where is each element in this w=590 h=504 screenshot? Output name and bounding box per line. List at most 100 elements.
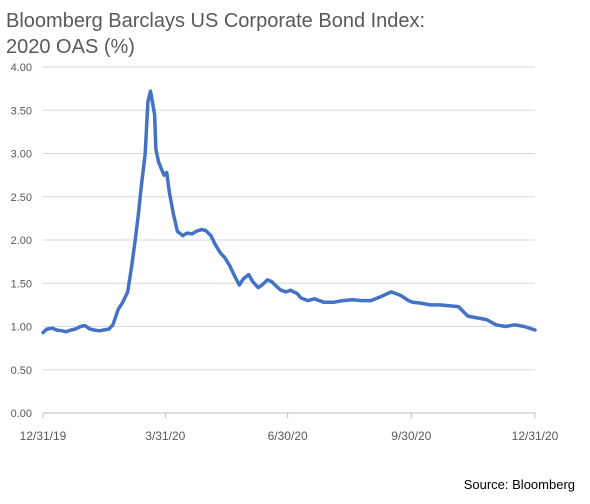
data-point	[242, 277, 245, 280]
data-point	[275, 285, 278, 288]
data-point	[279, 289, 282, 292]
data-point	[93, 329, 96, 332]
data-point	[285, 290, 288, 293]
y-tick-labels: 0.00 0.50 1.00 1.50 2.00 2.50 3.00 3.50 4.00	[11, 62, 32, 420]
data-point	[185, 232, 188, 235]
data-point	[79, 325, 82, 328]
data-point	[504, 325, 507, 328]
data-point	[289, 289, 292, 292]
x-tick-label: 3/31/20	[145, 429, 185, 443]
y-tick-label: 1.00	[11, 322, 32, 334]
data-point	[351, 298, 354, 301]
data-point	[165, 171, 168, 174]
data-point	[102, 329, 105, 332]
data-point	[55, 329, 58, 332]
y-tick-label: 3.50	[11, 105, 32, 117]
data-point	[210, 234, 213, 237]
data-point	[219, 252, 222, 255]
data-point	[313, 297, 316, 300]
gridlines	[43, 66, 535, 371]
y-tick-label: 3.00	[11, 149, 32, 161]
data-point	[380, 295, 383, 298]
data-point	[60, 329, 63, 332]
data-point	[89, 328, 92, 331]
data-point	[181, 234, 184, 237]
y-tick-label: 0.00	[11, 408, 32, 420]
data-point	[429, 303, 432, 306]
data-point	[144, 152, 147, 155]
data-point	[438, 303, 441, 306]
data-point	[495, 323, 498, 326]
data-point	[64, 330, 67, 333]
data-point	[46, 328, 49, 331]
y-tick-label: 4.00	[11, 62, 32, 74]
data-point	[42, 331, 45, 334]
data-point	[476, 316, 479, 319]
data-point	[341, 299, 344, 302]
data-point	[176, 230, 179, 233]
chart-title-line-2: 2020 OAS (%)	[6, 36, 135, 58]
data-point	[130, 265, 133, 268]
chart-title: Bloomberg Barclays US Corporate Bond Ind…	[6, 8, 425, 60]
data-point	[83, 324, 86, 327]
data-point	[146, 100, 149, 103]
data-point	[168, 191, 171, 194]
y-tick-label: 2.50	[11, 192, 32, 204]
data-point	[534, 329, 537, 332]
data-point	[228, 265, 231, 268]
data-point	[214, 243, 217, 246]
data-point	[134, 234, 137, 237]
data-point	[195, 230, 198, 233]
x-axis	[42, 412, 536, 418]
data-point	[419, 302, 422, 305]
data-point	[51, 327, 54, 330]
chart-title-line-1: Bloomberg Barclays US Corporate Bond Ind…	[6, 10, 426, 32]
x-tick-label: 6/30/20	[268, 429, 308, 443]
data-point	[107, 328, 110, 331]
x-tick-label: 12/31/20	[512, 429, 559, 443]
data-point	[399, 294, 402, 297]
oas-series-line	[41, 89, 537, 335]
data-point	[485, 318, 488, 321]
x-tick-labels: 12/31/19 3/31/20 6/30/20 9/30/20 12/31/20	[20, 429, 559, 443]
data-point	[513, 323, 516, 326]
data-point	[466, 315, 469, 318]
data-point	[457, 305, 460, 308]
data-point	[126, 290, 129, 293]
data-point	[191, 232, 194, 235]
data-point	[172, 213, 175, 216]
data-point	[140, 187, 143, 190]
data-point	[70, 329, 73, 332]
data-point	[332, 301, 335, 304]
data-point	[137, 213, 140, 216]
data-point	[117, 308, 120, 311]
data-point	[200, 228, 203, 231]
data-point	[223, 256, 226, 259]
data-point	[300, 297, 303, 300]
data-point	[232, 273, 235, 276]
data-point	[157, 161, 160, 164]
data-point	[251, 280, 254, 283]
data-point	[323, 301, 326, 304]
data-point	[111, 323, 114, 326]
data-point	[370, 299, 373, 302]
data-point	[270, 280, 273, 283]
data-point	[204, 229, 207, 232]
data-point	[266, 278, 269, 281]
data-point	[149, 90, 152, 93]
data-point	[261, 284, 264, 287]
y-tick-label: 2.00	[11, 235, 32, 247]
data-point	[523, 325, 526, 328]
data-point	[238, 284, 241, 287]
data-point	[98, 329, 101, 332]
data-point	[296, 292, 299, 295]
data-point	[407, 299, 410, 302]
x-tick-label: 12/31/19	[20, 429, 67, 443]
y-tick-label: 0.50	[11, 365, 32, 377]
series-group	[41, 89, 537, 335]
data-point	[306, 299, 309, 302]
data-point	[390, 290, 393, 293]
data-point	[121, 302, 124, 305]
data-point	[360, 299, 363, 302]
